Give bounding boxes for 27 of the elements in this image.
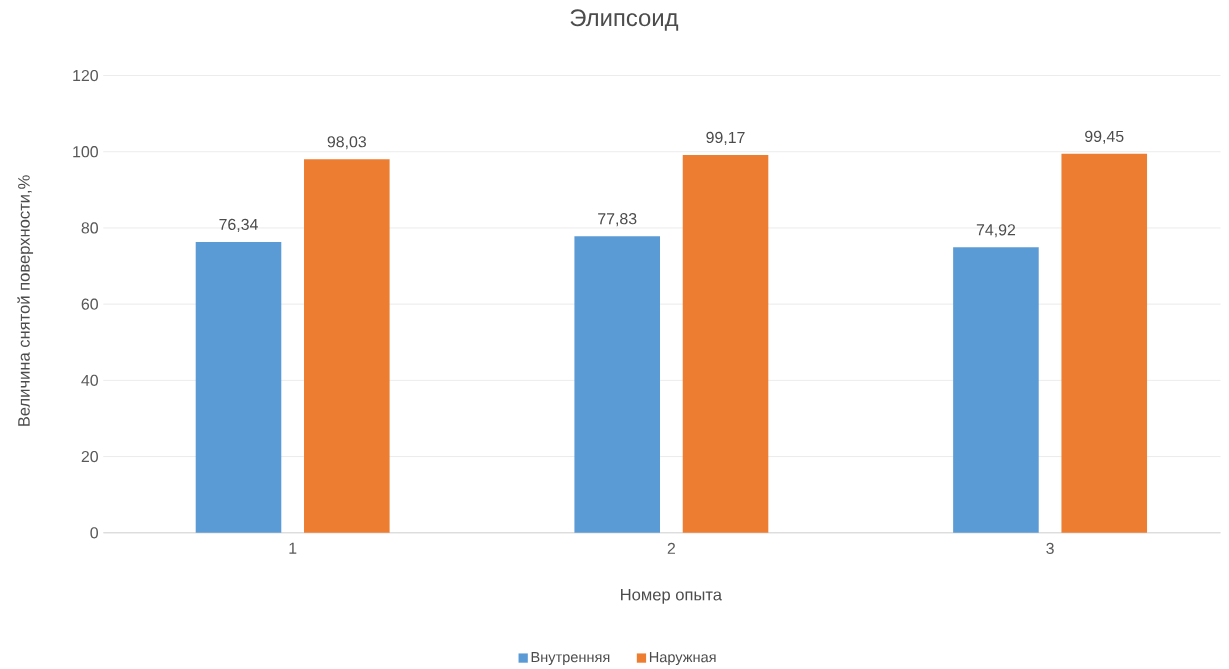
data-label: 74,92: [976, 224, 1016, 238]
data-label: 77,83: [598, 213, 637, 227]
data-label: 98,03: [327, 136, 367, 150]
y-tick-label: 0: [90, 527, 98, 539]
x-tick-label: 3: [1046, 542, 1054, 555]
y-tick-label: 80: [81, 222, 98, 234]
data-label: 76,34: [219, 218, 258, 232]
bar: [953, 247, 1039, 533]
legend-label: Наружная: [649, 652, 716, 666]
legend-label: Внутренняя: [531, 652, 610, 666]
bar: [304, 159, 390, 533]
y-tick-label: 100: [73, 146, 98, 158]
chart-title: Элипсоид: [570, 9, 679, 31]
bar: [195, 241, 282, 533]
data-label: 99,17: [706, 131, 745, 145]
bar: [574, 236, 661, 533]
y-tick-label: 120: [73, 69, 98, 82]
y-tick-label: 40: [81, 374, 98, 386]
x-axis-title: Номер опыта: [621, 588, 722, 604]
y-tick-label: 60: [81, 298, 98, 310]
x-tick-label: 1: [289, 542, 297, 554]
bar: [682, 154, 769, 533]
y-axis-title: Величина снятой поверхности,%: [17, 175, 34, 426]
x-tick-label: 2: [667, 542, 675, 554]
bar: [1061, 153, 1148, 533]
data-label: 99,45: [1085, 130, 1124, 144]
y-tick-label: 20: [81, 450, 98, 463]
